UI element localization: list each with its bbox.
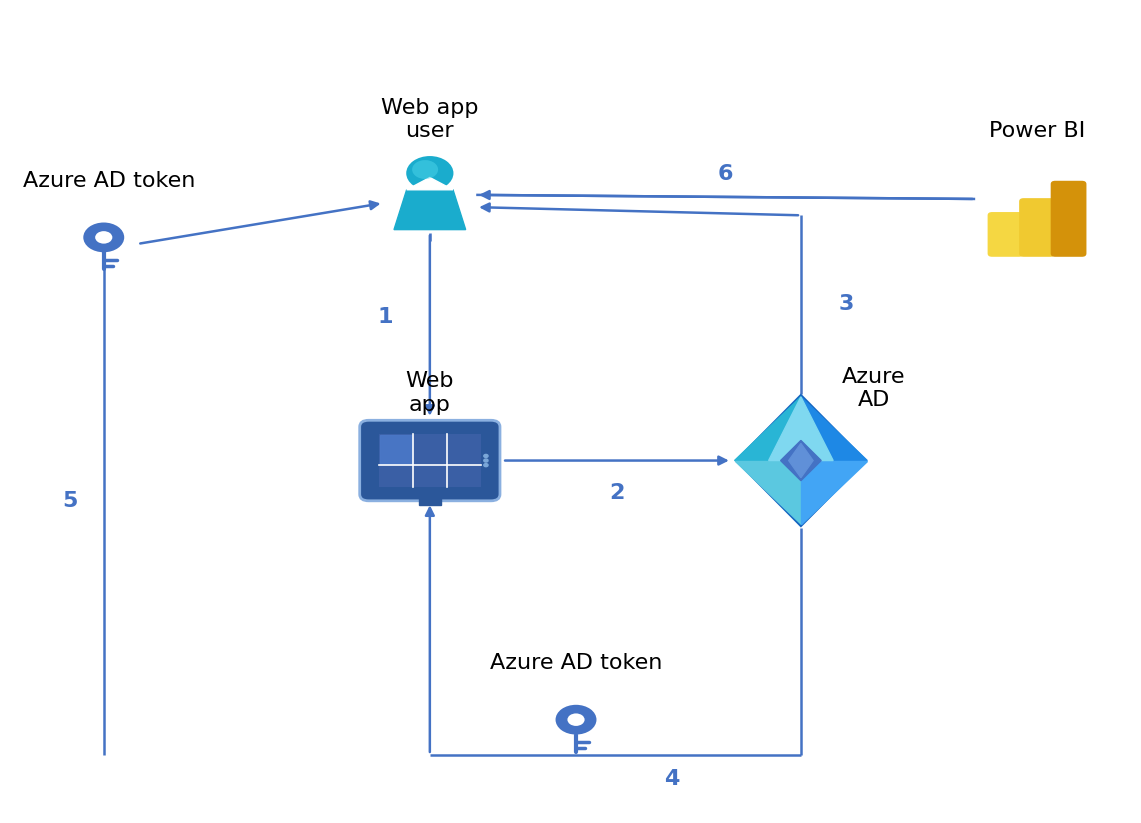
Text: Web app
user: Web app user — [381, 97, 478, 141]
FancyBboxPatch shape — [1051, 181, 1086, 257]
Polygon shape — [801, 461, 867, 524]
Text: 5: 5 — [63, 491, 78, 511]
Circle shape — [484, 459, 488, 462]
Text: 2: 2 — [609, 483, 624, 503]
Text: Power BI: Power BI — [989, 121, 1085, 141]
Text: 3: 3 — [839, 295, 853, 314]
FancyBboxPatch shape — [359, 421, 500, 501]
Text: 6: 6 — [718, 165, 734, 184]
Text: 1: 1 — [378, 308, 393, 328]
Text: Web
app: Web app — [405, 371, 454, 415]
FancyBboxPatch shape — [1019, 198, 1055, 257]
Polygon shape — [735, 393, 867, 528]
Circle shape — [567, 714, 584, 726]
Text: Azure AD token: Azure AD token — [489, 653, 662, 673]
Text: 4: 4 — [664, 770, 679, 789]
Circle shape — [412, 160, 438, 179]
Circle shape — [556, 704, 597, 735]
Polygon shape — [394, 190, 466, 230]
Circle shape — [484, 454, 488, 458]
Circle shape — [484, 463, 488, 467]
Polygon shape — [780, 440, 822, 481]
Circle shape — [83, 222, 124, 253]
Polygon shape — [788, 444, 814, 477]
FancyBboxPatch shape — [988, 212, 1023, 257]
Text: Azure
AD: Azure AD — [842, 367, 906, 411]
Circle shape — [95, 231, 112, 244]
Text: Azure AD token: Azure AD token — [23, 171, 195, 191]
Polygon shape — [419, 495, 440, 505]
FancyBboxPatch shape — [379, 435, 480, 487]
Polygon shape — [769, 397, 833, 461]
Polygon shape — [801, 397, 867, 461]
Circle shape — [406, 156, 453, 190]
Polygon shape — [380, 435, 412, 464]
Polygon shape — [406, 178, 453, 190]
Polygon shape — [735, 397, 801, 461]
Polygon shape — [735, 461, 801, 524]
